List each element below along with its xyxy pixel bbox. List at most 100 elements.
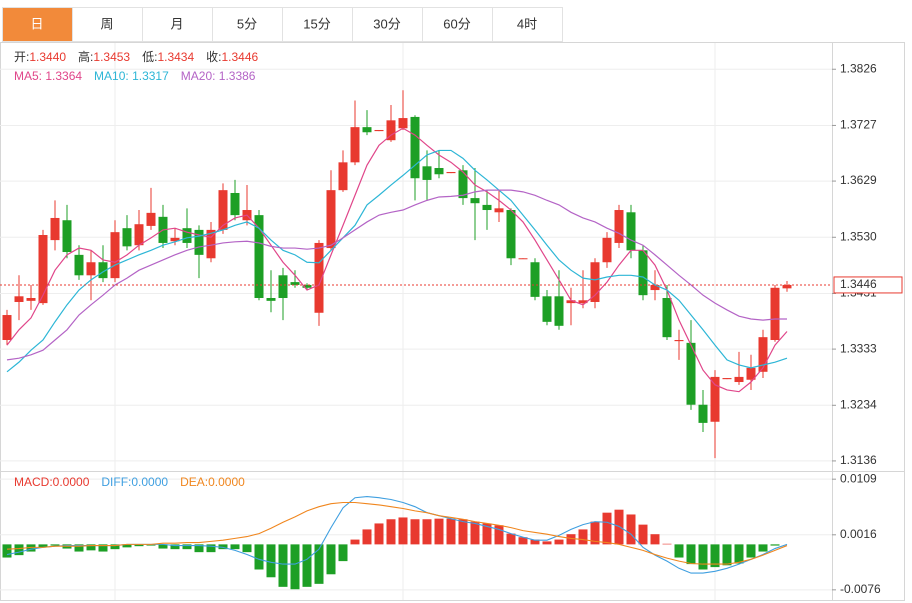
macd-bar (326, 544, 336, 575)
y-tick-label: -0.0076 (840, 582, 881, 596)
macd-bar (290, 544, 300, 590)
y-tick-label: 1.3727 (840, 118, 877, 132)
macd-bar (434, 518, 444, 545)
candle-body (482, 204, 492, 211)
macd-bar (158, 544, 168, 549)
macd-bar (590, 521, 600, 545)
macd-bar (374, 523, 384, 545)
info-value: 1.3453 (93, 50, 130, 64)
candle-body (338, 162, 348, 191)
tab-box[interactable] (492, 7, 563, 42)
y-tick-label: 1.3234 (840, 397, 877, 411)
macd-bar (14, 544, 24, 556)
y-tick-label: 1.3826 (840, 61, 877, 75)
tab-label[interactable]: 15分 (303, 16, 330, 31)
candle-body (626, 212, 636, 251)
candle-body (230, 192, 240, 216)
macd-bar (206, 544, 216, 553)
candle-body (602, 237, 612, 263)
macd-bar (698, 544, 708, 570)
tab-label[interactable]: 30分 (373, 16, 400, 31)
tab[interactable]: 60分 (422, 7, 493, 42)
tab-box[interactable] (142, 7, 213, 42)
y-tick-label: 1.3333 (840, 341, 877, 355)
macd-bar (770, 544, 780, 546)
macd-line (6, 501, 788, 565)
candle-body (422, 166, 432, 180)
candle-body (782, 284, 792, 289)
macd-bar (338, 544, 348, 562)
candle-body (278, 275, 288, 299)
tab[interactable]: 30分 (352, 7, 423, 42)
candle-body (98, 262, 108, 279)
ma-legend-item: MA5: 1.3364 (14, 69, 82, 83)
candle-body (686, 342, 696, 405)
candle-body (38, 234, 48, 304)
macd-bar (446, 518, 456, 545)
candle-body (446, 171, 456, 174)
y-tick-label: 1.3530 (840, 229, 877, 243)
macd-bar (110, 544, 120, 550)
tab-label[interactable]: 60分 (443, 16, 470, 31)
macd-bar (134, 544, 144, 547)
candle-body (494, 208, 504, 213)
info-label: 低: (142, 50, 157, 64)
macd-bar (122, 544, 132, 548)
macd-bar (398, 517, 408, 545)
macd-bar (26, 544, 36, 552)
candle-body (254, 215, 264, 299)
macd-bar (98, 544, 108, 552)
tab-box[interactable] (72, 7, 143, 42)
candle-body (434, 168, 444, 175)
macd-bar (542, 541, 552, 545)
macd-bar (482, 523, 492, 545)
last-price-tag (833, 276, 903, 294)
ma-line (6, 127, 788, 393)
tab-box[interactable] (2, 7, 73, 42)
candle-body (770, 287, 780, 341)
macd-bar (278, 544, 288, 587)
tab-label[interactable]: 周 (100, 16, 113, 31)
tab-label[interactable]: 月 (170, 16, 183, 31)
macd-bar (710, 544, 720, 568)
candle-body (578, 300, 588, 304)
tab[interactable]: 月 (142, 7, 213, 42)
tab[interactable]: 15分 (282, 7, 353, 42)
info-value: 1.3434 (157, 50, 194, 64)
candle-body (566, 300, 576, 304)
tab-box[interactable] (282, 7, 353, 42)
candle-body (458, 170, 468, 199)
candle-body (362, 127, 372, 133)
tab-label[interactable]: 5分 (237, 16, 257, 31)
macd-bar (458, 519, 468, 545)
candle-body (170, 237, 180, 242)
candle-body (350, 127, 360, 163)
macd-bar (182, 544, 192, 550)
tab-label[interactable]: 日 (30, 16, 43, 31)
macd-bar (722, 544, 732, 566)
macd-bar (494, 525, 504, 545)
macd-bar (650, 534, 660, 545)
info-value: 1.3446 (221, 50, 258, 64)
tab[interactable]: 5分 (212, 7, 283, 42)
tab[interactable]: 4时 (492, 7, 563, 42)
candle-body (530, 262, 540, 297)
macd-bar (638, 524, 648, 545)
macd-legend-item: MACD:0.0000 (14, 475, 90, 489)
info-label: 收: (206, 50, 221, 64)
tab-label[interactable]: 4时 (517, 16, 537, 31)
candle-body (638, 250, 648, 296)
candle-body (50, 217, 60, 241)
y-tick-label: 1.3629 (840, 173, 877, 187)
macd-bar (686, 544, 696, 565)
tab[interactable]: 日 (2, 7, 73, 42)
candle-body (122, 228, 132, 247)
tab-box[interactable] (422, 7, 493, 42)
candle-body (470, 198, 480, 204)
macd-bar (530, 539, 540, 545)
candle-body (14, 296, 24, 302)
candle-body (86, 262, 96, 276)
candle-body (674, 340, 684, 342)
macd-bar (74, 544, 84, 552)
tab[interactable]: 周 (72, 7, 143, 42)
